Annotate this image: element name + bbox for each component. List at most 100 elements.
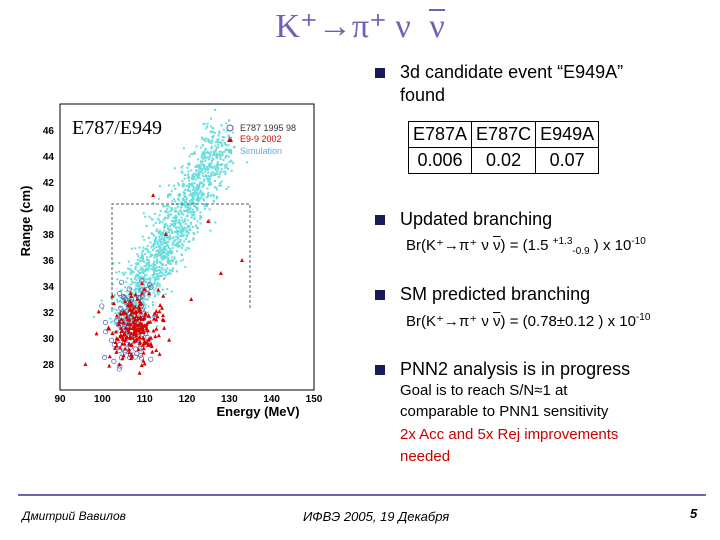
sim-point [194, 172, 197, 175]
sim-point [141, 235, 144, 238]
sim-point [192, 178, 195, 181]
sim-point [174, 187, 177, 190]
sim-point [159, 210, 162, 213]
y-tick-label: 34 [43, 282, 55, 293]
table-cell: E949A [535, 121, 600, 148]
sim-point [203, 156, 206, 159]
sim-point [202, 167, 205, 170]
sim-point [162, 273, 165, 276]
sim-point [169, 236, 172, 239]
sim-point [136, 261, 139, 264]
sim-point [205, 157, 208, 160]
sim-point [156, 228, 159, 231]
sim-point [154, 221, 157, 224]
sim-point [153, 281, 156, 284]
legend-e949: E9-9 2002 [240, 134, 282, 144]
table-cell: 0.02 [471, 147, 537, 174]
sim-point [195, 206, 198, 209]
sim-point [245, 161, 248, 164]
sim-point [207, 183, 210, 186]
sim-point [168, 259, 171, 262]
sim-point [166, 196, 169, 199]
e949-point [137, 341, 142, 346]
sim-point [141, 302, 144, 305]
e949-point [141, 358, 146, 363]
sim-point [188, 190, 191, 193]
sim-point [133, 303, 136, 306]
sim-point [139, 260, 142, 263]
e949-point [133, 317, 138, 322]
e949-point [128, 342, 133, 347]
sim-point [163, 235, 166, 238]
sim-point [233, 146, 236, 149]
sim-point [195, 169, 198, 172]
sim-point [148, 282, 151, 285]
sim-point [148, 280, 151, 283]
sim-point [178, 213, 181, 216]
sim-point [140, 349, 143, 352]
sim-point [144, 215, 147, 218]
sim-point [175, 226, 178, 229]
e949-point [138, 335, 143, 340]
sim-point [163, 237, 166, 240]
e949-point [140, 342, 145, 347]
sim-point [195, 199, 198, 202]
sim-point [159, 246, 162, 249]
sim-point [121, 308, 124, 311]
sim-point [173, 238, 176, 241]
sim-point [158, 231, 161, 234]
table-value-row: 0.006 0.02 0.07 [407, 147, 600, 174]
sim-point [175, 242, 178, 245]
e949-point [135, 296, 140, 301]
y-tick-label: 44 [43, 152, 55, 163]
e949-point [160, 305, 165, 310]
sim-point [165, 248, 168, 251]
sim-point [202, 183, 205, 186]
e949-point [122, 341, 127, 346]
sim-point [208, 156, 211, 159]
sim-point [183, 194, 186, 197]
sim-point [197, 198, 200, 201]
sim-point [203, 163, 206, 166]
sim-point [208, 182, 211, 185]
sim-point [157, 245, 160, 248]
sim-point [196, 220, 199, 223]
sim-point [183, 209, 186, 212]
sim-point [196, 208, 199, 211]
e949-point [119, 334, 124, 339]
e949-point [189, 297, 194, 301]
sim-point [190, 221, 193, 224]
e949-point [206, 219, 211, 223]
sim-point [225, 149, 228, 152]
sim-point [177, 182, 180, 185]
sim-point [109, 317, 112, 320]
sim-point [204, 148, 207, 151]
e949-point [134, 333, 139, 338]
sim-point [188, 162, 191, 165]
sim-point [204, 207, 207, 210]
sim-point [218, 153, 221, 156]
x-tick-label: 150 [306, 394, 323, 405]
sim-point [232, 162, 235, 165]
sim-point [200, 153, 203, 156]
sim-point [174, 216, 177, 219]
sim-point [188, 240, 191, 243]
sim-point [175, 262, 178, 265]
e949-point [167, 337, 172, 342]
sim-point [160, 231, 163, 234]
sim-point [167, 244, 170, 247]
plot-label: E787/E949 [72, 117, 162, 139]
sim-point [147, 291, 150, 294]
sim-point [105, 329, 108, 332]
sim-point [120, 297, 123, 300]
sim-point [137, 290, 140, 293]
sim-point [184, 173, 187, 176]
sim-point [210, 161, 213, 164]
sim-point [185, 197, 188, 200]
sim-point [153, 242, 156, 245]
sim-point [118, 261, 121, 264]
sim-point [177, 245, 180, 248]
sim-point [172, 184, 175, 187]
e949-point [144, 326, 149, 331]
sim-point [201, 191, 204, 194]
